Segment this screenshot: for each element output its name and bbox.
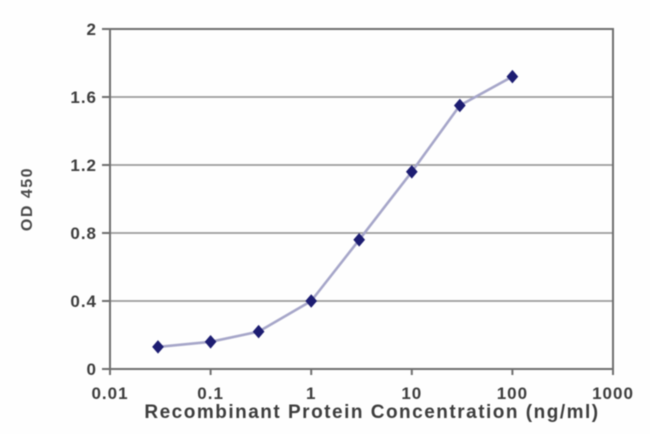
axis-ticks-group	[102, 28, 614, 375]
x-axis-title: Recombinant Protein Concentration (ng/ml…	[144, 402, 599, 423]
x-tick-label: 1000	[592, 384, 634, 403]
x-tick-label: 100	[497, 384, 528, 403]
x-tick-label: 10	[401, 384, 422, 403]
data-point-marker	[353, 233, 366, 247]
y-tick-label: 0.4	[70, 292, 97, 311]
data-point-marker	[152, 340, 164, 354]
y-tick-label: 0	[87, 360, 97, 379]
plot-frame	[109, 28, 614, 370]
y-tick-label: 1.2	[70, 156, 97, 175]
y-tick-label: 1.6	[70, 88, 97, 107]
data-point-marker	[405, 165, 418, 179]
data-point-marker	[506, 69, 519, 84]
data-point-marker	[204, 335, 217, 349]
tick-labels-group: 0 0.4 0.8 1.2 1.6 2 0.01 0.1 1 10 100 1000	[70, 20, 634, 403]
data-series-line	[156, 75, 514, 349]
data-point-marker	[305, 294, 318, 308]
x-tick-label: 0.1	[197, 384, 224, 403]
y-tick-label: 0.8	[70, 224, 97, 243]
gridlines-group	[110, 28, 613, 302]
x-tick-label: 1	[306, 384, 316, 403]
x-tick-label: 0.01	[91, 384, 128, 403]
data-point-marker	[453, 98, 466, 113]
y-tick-label: 2	[87, 20, 97, 39]
data-point-marker	[252, 324, 265, 339]
data-series-group	[152, 69, 519, 354]
plot-frame-group	[109, 28, 614, 370]
y-axis-title: OD 450	[19, 167, 36, 231]
